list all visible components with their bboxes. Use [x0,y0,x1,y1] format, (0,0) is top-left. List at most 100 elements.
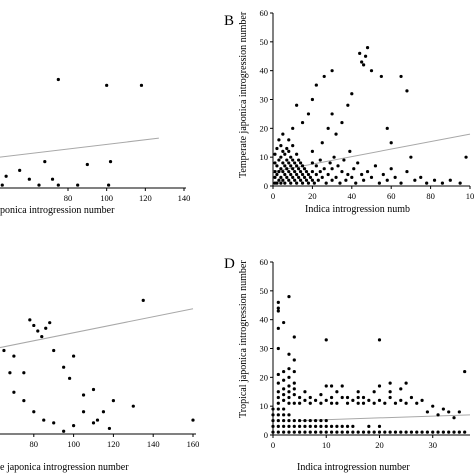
data-point [319,418,323,423]
data-point [298,395,302,400]
data-point [300,172,305,177]
data-point [50,177,55,181]
data-point [292,393,296,397]
data-point [351,424,355,428]
data-point [415,401,419,405]
x-tick-label: 40 [348,191,357,201]
data-point [72,354,76,358]
data-point [4,174,8,178]
data-point [404,401,408,405]
data-point [18,168,22,172]
data-point [388,395,392,400]
data-point [329,384,334,388]
data-point [282,320,286,325]
data-point [362,63,366,67]
data-point [37,183,41,187]
data-point [383,401,387,405]
data-point [312,181,316,185]
y-tick-label: 40 [260,315,269,325]
data-point [362,178,366,182]
data-point [276,346,280,351]
data-point [388,390,392,394]
data-point [40,334,44,339]
data-point [367,424,371,428]
y-tick-label: 30 [260,95,269,105]
data-point [393,401,398,405]
data-point [62,365,66,369]
data-point [295,103,299,107]
data-point [372,430,376,434]
data-point [81,410,86,414]
data-point [346,103,350,107]
trend-line [299,414,471,422]
data-point [345,424,350,428]
data-point [320,175,324,179]
x-tick-label: 80 [64,193,73,203]
data-point [271,424,275,428]
data-point [335,401,339,405]
data-point [356,430,360,434]
data-point [282,393,286,397]
data-point [385,178,389,182]
data-point [367,430,371,434]
data-point [447,410,451,414]
data-point [276,430,280,434]
data-point [329,401,334,405]
data-point [107,183,111,187]
y-tick-label: 60 [260,257,269,267]
data-point [356,401,360,405]
data-point [431,404,435,408]
data-point [351,430,355,434]
data-point [330,112,334,116]
y-tick-label: 0 [264,181,268,191]
data-point [310,97,314,102]
data-point [463,430,467,434]
data-point [292,430,296,434]
data-point [452,430,456,434]
data-point [425,410,430,414]
data-point [292,387,296,391]
data-point [298,178,303,182]
data-point [56,183,60,187]
data-point [346,172,350,177]
data-point [338,181,342,185]
data-point [304,178,309,182]
data-point [287,384,291,388]
panel-a-xlabel: ponica introgression number [0,205,115,216]
data-point [310,178,314,182]
data-point [287,375,291,379]
data-point [292,424,296,428]
data-point [287,178,291,182]
data-point [306,172,311,177]
data-point [300,164,305,168]
data-point [356,390,360,394]
data-point [324,430,328,434]
data-point [324,418,328,423]
data-point [377,181,381,185]
data-point [303,424,307,428]
trend-line [0,137,159,158]
data-point [324,398,328,402]
data-point [279,181,283,185]
data-point [340,430,344,434]
data-point [313,418,318,423]
data-point [329,424,334,428]
data-point [300,120,305,125]
data-point [308,430,312,434]
data-point [282,378,286,382]
data-point [91,387,96,392]
data-point [385,126,389,130]
data-point [356,395,360,400]
data-point [409,395,414,400]
data-point [68,376,72,380]
data-point [292,418,296,423]
data-point [367,398,371,402]
data-point [289,164,293,168]
data-point [388,430,392,434]
y-tick-label: 10 [260,401,269,411]
data-point [292,401,296,405]
data-point [291,167,295,171]
x-tick-label: 80 [30,439,39,449]
data-point [285,158,289,162]
x-tick-label: 60 [387,191,396,201]
